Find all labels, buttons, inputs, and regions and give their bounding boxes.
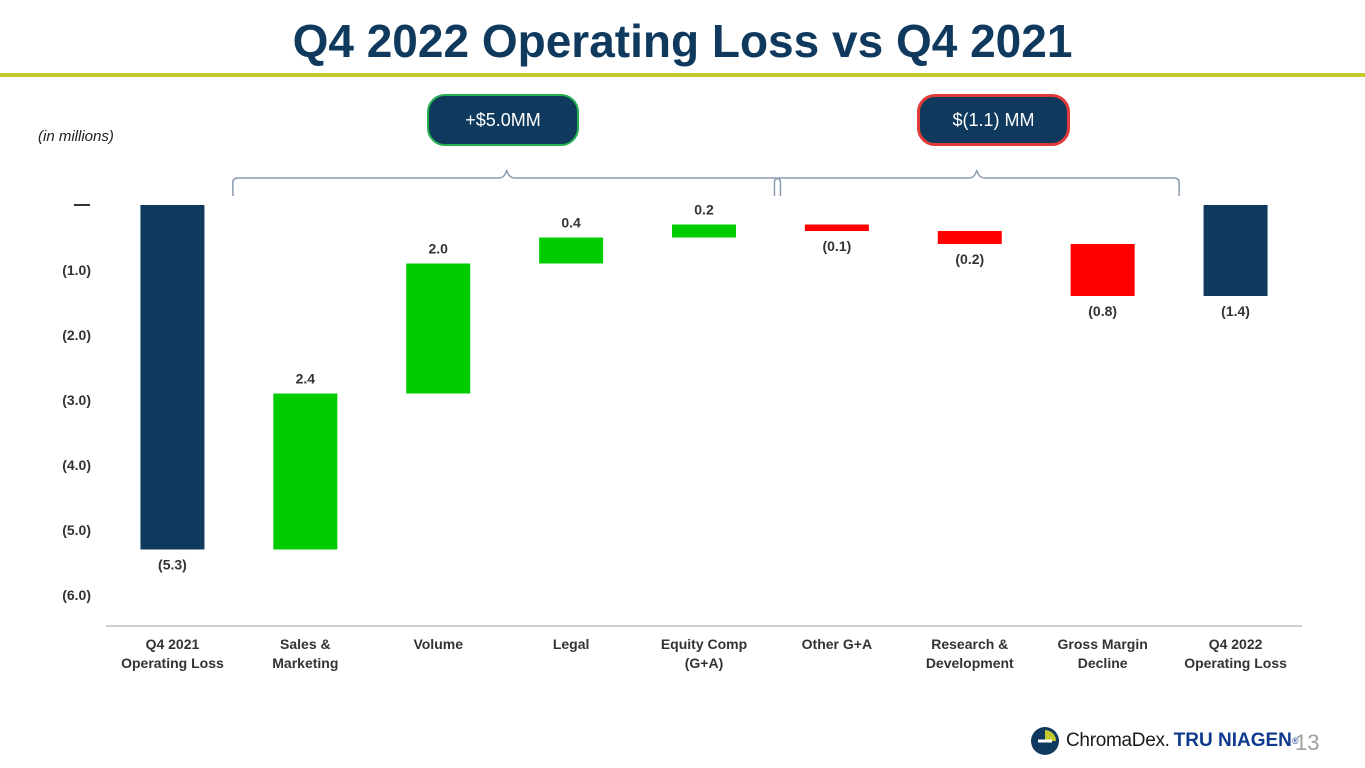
positive-impact-callout: +$5.0MM bbox=[427, 94, 579, 146]
bar-value-label: 0.2 bbox=[694, 202, 714, 218]
waterfall-bar bbox=[539, 237, 604, 264]
waterfall-bar bbox=[406, 263, 471, 394]
title-divider bbox=[0, 73, 1365, 77]
y-tick-label: (1.0) bbox=[62, 262, 91, 278]
chromadex-logo-icon bbox=[1031, 727, 1059, 755]
x-category-label: Other G+A bbox=[802, 636, 872, 652]
bar-value-label: (1.4) bbox=[1221, 303, 1250, 319]
waterfall-bar bbox=[672, 224, 736, 238]
brand-product: TRU NIAGEN bbox=[1173, 730, 1292, 751]
waterfall-bar bbox=[273, 393, 338, 550]
x-category-label: (G+A) bbox=[685, 655, 724, 671]
x-category-label: Marketing bbox=[272, 655, 338, 671]
page-number: 13 bbox=[1295, 730, 1320, 755]
x-category-label: Volume bbox=[413, 636, 463, 652]
page-title: Q4 2022 Operating Loss vs Q4 2021 bbox=[292, 15, 1073, 67]
bar-value-label: (5.3) bbox=[158, 557, 187, 573]
x-category-label: Legal bbox=[553, 636, 590, 652]
x-category-label: Q4 2022 bbox=[1209, 636, 1263, 652]
y-tick-label: (5.0) bbox=[62, 522, 91, 538]
units-note: (in millions) bbox=[38, 128, 114, 145]
bar-value-label: 0.4 bbox=[561, 215, 581, 231]
group-brace bbox=[773, 169, 1180, 196]
bar-value-label: 2.4 bbox=[296, 371, 316, 387]
x-category-label: Operating Loss bbox=[121, 655, 224, 671]
brand-reg-mark: ® bbox=[1291, 736, 1299, 746]
negative-impact-callout: $(1.1) MM bbox=[917, 94, 1070, 146]
bar-value-label: (0.1) bbox=[822, 238, 851, 254]
y-tick-label: (2.0) bbox=[62, 327, 91, 343]
bar-value-label: (0.8) bbox=[1088, 303, 1117, 319]
x-category-label: Decline bbox=[1078, 655, 1128, 671]
y-tick-label: (4.0) bbox=[62, 457, 91, 473]
group-brace bbox=[232, 169, 782, 196]
x-category-label: Development bbox=[926, 655, 1014, 671]
x-category-label: Gross Margin bbox=[1058, 636, 1148, 652]
x-category-label: Operating Loss bbox=[1184, 655, 1287, 671]
y-tick-label: (3.0) bbox=[62, 392, 91, 408]
x-category-label: Equity Comp bbox=[661, 636, 747, 652]
x-category-label: Research & bbox=[931, 636, 1008, 652]
waterfall-bar bbox=[1070, 244, 1135, 296]
waterfall-bar bbox=[1203, 205, 1268, 296]
bar-value-label: (0.2) bbox=[955, 251, 984, 267]
x-category-label: Sales & bbox=[280, 636, 331, 652]
bar-value-label: 2.0 bbox=[428, 241, 448, 257]
x-category-label: Q4 2021 bbox=[146, 636, 200, 652]
brand-logo: ChromaDex. TRU NIAGEN ® bbox=[1030, 725, 1299, 757]
positive-impact-label: +$5.0MM bbox=[465, 109, 541, 130]
negative-impact-label: $(1.1) MM bbox=[952, 109, 1035, 130]
waterfall-bar bbox=[140, 205, 205, 550]
y-tick-label: (6.0) bbox=[62, 587, 91, 603]
waterfall-bar bbox=[804, 224, 869, 231]
brand-name: ChromaDex. bbox=[1066, 730, 1170, 751]
waterfall-bar bbox=[937, 231, 1002, 244]
